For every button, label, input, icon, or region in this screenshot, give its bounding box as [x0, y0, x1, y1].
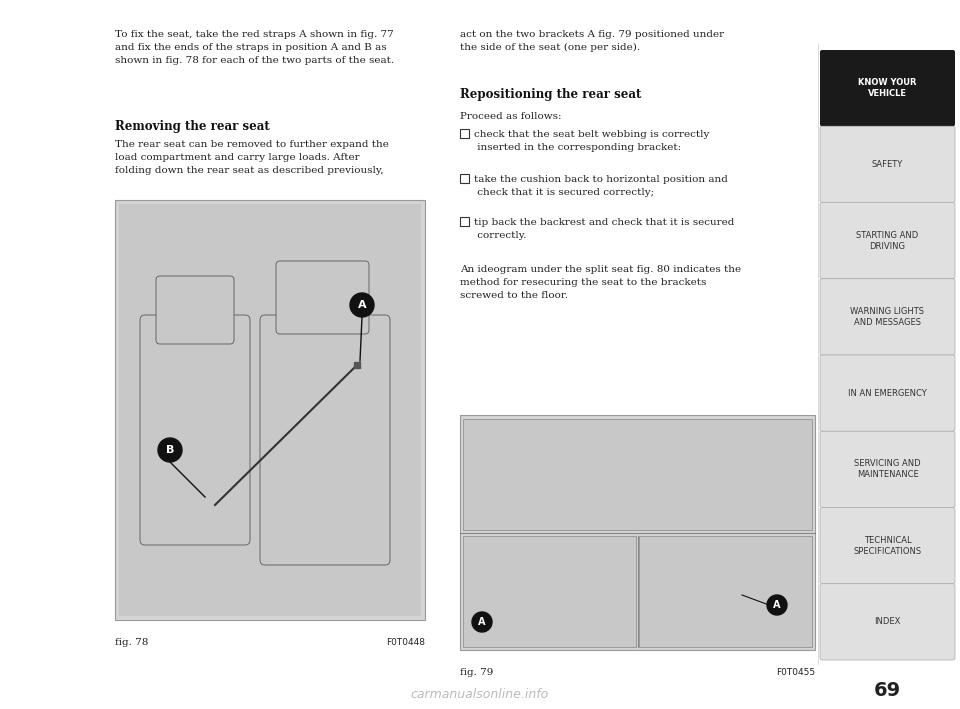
Bar — [463, 419, 812, 530]
Circle shape — [472, 612, 492, 632]
Text: F0T0448: F0T0448 — [386, 638, 425, 647]
FancyBboxPatch shape — [820, 355, 955, 431]
Text: Proceed as follows:: Proceed as follows: — [460, 112, 562, 121]
Text: KNOW YOUR
VEHICLE: KNOW YOUR VEHICLE — [858, 78, 917, 98]
Text: SERVICING AND
MAINTENANCE: SERVICING AND MAINTENANCE — [854, 459, 921, 479]
Text: B: B — [166, 445, 174, 455]
Text: A: A — [773, 600, 780, 610]
Text: The rear seat can be removed to further expand the
load compartment and carry la: The rear seat can be removed to further … — [115, 140, 389, 174]
Text: fig. 78: fig. 78 — [115, 638, 149, 647]
Text: A: A — [478, 617, 486, 627]
Text: fig. 79: fig. 79 — [460, 668, 493, 677]
Circle shape — [767, 595, 787, 615]
Text: 69: 69 — [874, 681, 901, 700]
FancyBboxPatch shape — [820, 431, 955, 508]
Circle shape — [158, 438, 182, 462]
Text: STARTING AND
DRIVING: STARTING AND DRIVING — [856, 230, 919, 251]
FancyBboxPatch shape — [276, 261, 369, 334]
Text: INDEX: INDEX — [875, 618, 900, 626]
Text: F0T0455: F0T0455 — [776, 668, 815, 677]
Bar — [119, 204, 421, 616]
Bar — [115, 200, 425, 620]
Text: check that the seat belt webbing is correctly
 inserted in the corresponding bra: check that the seat belt webbing is corr… — [474, 130, 709, 152]
Text: WARNING LIGHTS
AND MESSAGES: WARNING LIGHTS AND MESSAGES — [851, 307, 924, 327]
FancyBboxPatch shape — [820, 508, 955, 584]
FancyBboxPatch shape — [820, 279, 955, 355]
Text: To fix the seat, take the red straps A shown in fig. 77
and fix the ends of the : To fix the seat, take the red straps A s… — [115, 30, 395, 65]
FancyBboxPatch shape — [260, 315, 390, 565]
Text: act on the two brackets A fig. 79 positioned under
the side of the seat (one per: act on the two brackets A fig. 79 positi… — [460, 30, 724, 52]
Bar — [460, 129, 469, 138]
Text: IN AN EMERGENCY: IN AN EMERGENCY — [848, 389, 926, 398]
FancyBboxPatch shape — [820, 126, 955, 203]
Text: An ideogram under the split seat fig. 80 indicates the
method for resecuring the: An ideogram under the split seat fig. 80… — [460, 265, 741, 300]
Text: A: A — [358, 300, 367, 310]
Bar — [463, 536, 636, 647]
FancyBboxPatch shape — [820, 584, 955, 660]
FancyBboxPatch shape — [140, 315, 250, 545]
Bar — [460, 415, 815, 650]
Text: carmanualsonline.info: carmanualsonline.info — [411, 688, 549, 700]
FancyBboxPatch shape — [820, 203, 955, 279]
FancyBboxPatch shape — [156, 276, 234, 344]
FancyBboxPatch shape — [820, 50, 955, 126]
Bar — [460, 217, 469, 226]
Bar — [460, 174, 469, 183]
Text: Repositioning the rear seat: Repositioning the rear seat — [460, 88, 641, 101]
Circle shape — [350, 293, 374, 317]
Bar — [639, 536, 812, 647]
Text: TECHNICAL
SPECIFICATIONS: TECHNICAL SPECIFICATIONS — [853, 535, 922, 556]
Text: take the cushion back to horizontal position and
 check that it is secured corre: take the cushion back to horizontal posi… — [474, 175, 728, 197]
Text: SAFETY: SAFETY — [872, 160, 903, 169]
Text: Removing the rear seat: Removing the rear seat — [115, 120, 270, 133]
Text: tip back the backrest and check that it is secured
 correctly.: tip back the backrest and check that it … — [474, 218, 734, 240]
